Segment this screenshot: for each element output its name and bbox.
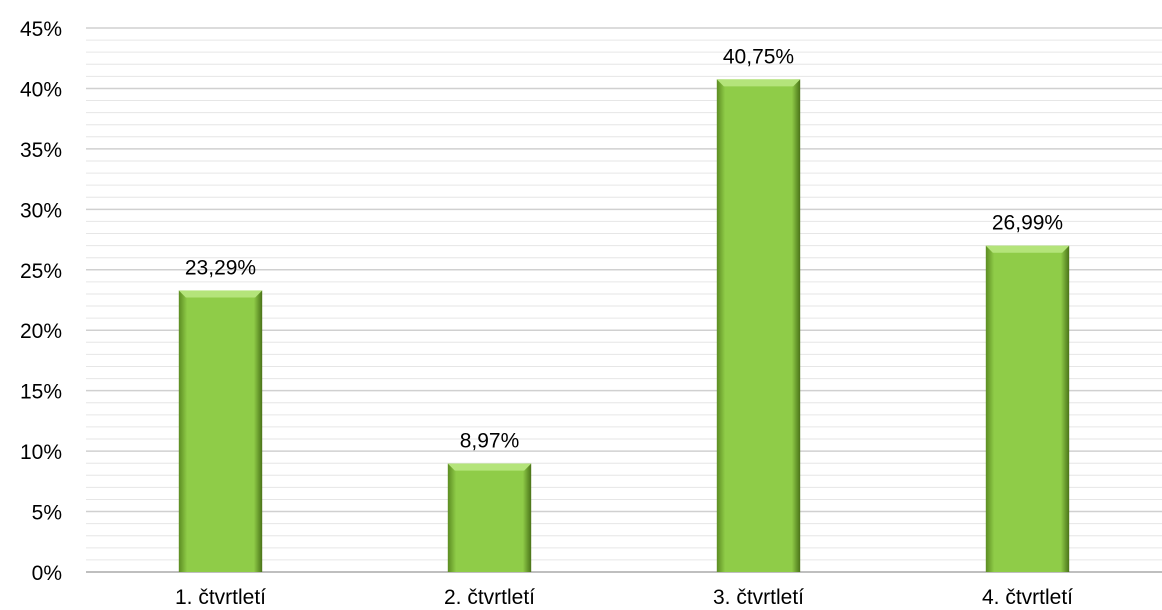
y-tick-label: 45% (20, 18, 62, 41)
bar-body (447, 463, 532, 572)
bar-body (716, 79, 801, 572)
bars (178, 79, 1070, 572)
y-tick-label: 40% (20, 78, 62, 101)
data-label: 8,97% (460, 430, 520, 453)
y-tick-label: 10% (20, 441, 62, 464)
bar-body (985, 245, 1070, 572)
bar (178, 290, 263, 572)
bar-top-bevel (178, 290, 263, 298)
y-tick-label: 35% (20, 139, 62, 162)
data-label: 40,75% (723, 45, 794, 68)
bar-top-bevel (985, 245, 1070, 253)
y-tick-label: 5% (32, 502, 62, 525)
bar (716, 79, 801, 572)
bar-top-bevel (716, 79, 801, 87)
bar-top-bevel (447, 463, 532, 471)
y-tick-label: 15% (20, 381, 62, 404)
gridlines (86, 27, 1162, 561)
y-tick-label: 20% (20, 320, 62, 343)
x-category-label: 2. čtvrtletí (444, 586, 535, 609)
bar (985, 245, 1070, 572)
bar-body (178, 290, 263, 572)
y-tick-label: 25% (20, 260, 62, 283)
y-tick-label: 0% (32, 562, 62, 585)
labels: 0% 5% 10% 15% 20% 25% 30% 35% 40% 45% 23,29% 1. čtv… (20, 18, 1073, 609)
x-category-label: 1. čtvrtletí (175, 586, 266, 609)
bar (447, 463, 532, 572)
data-label: 26,99% (992, 212, 1063, 235)
data-label: 23,29% (185, 256, 256, 279)
x-category-label: 3. čtvrtletí (713, 586, 804, 609)
y-tick-label: 30% (20, 199, 62, 222)
x-category-label: 4. čtvrtletí (982, 586, 1073, 609)
